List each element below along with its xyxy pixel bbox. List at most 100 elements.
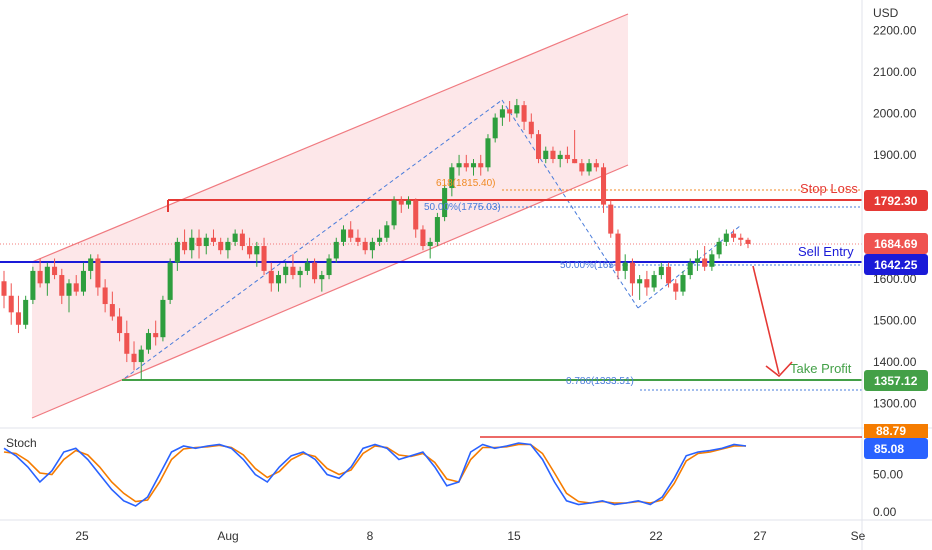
candle-body bbox=[622, 262, 628, 271]
stoch-k-line bbox=[3, 442, 747, 507]
candle-body bbox=[182, 241, 188, 251]
candle-body bbox=[644, 279, 650, 288]
stoch-badge bbox=[864, 438, 928, 459]
candle-body bbox=[268, 270, 274, 284]
candle-body bbox=[593, 163, 599, 168]
candle-body bbox=[391, 200, 397, 226]
price-tick-label: 2200.00 bbox=[873, 24, 917, 38]
candle-body bbox=[247, 246, 253, 255]
candle-body bbox=[44, 266, 50, 284]
fib-500-label: 50.00%(1775.03) bbox=[424, 202, 501, 213]
candle-body bbox=[731, 233, 737, 238]
candle-body bbox=[297, 270, 303, 276]
fib-786-label: 0.786(1333.51) bbox=[566, 376, 634, 387]
candle-body bbox=[145, 333, 151, 350]
candle-body bbox=[687, 262, 693, 276]
candle-body bbox=[535, 134, 542, 160]
candle-body bbox=[514, 105, 520, 114]
candle-body bbox=[702, 258, 708, 267]
candle-body bbox=[283, 266, 289, 276]
candle-body bbox=[666, 266, 672, 284]
candle-body bbox=[153, 333, 159, 338]
stop-loss-badge bbox=[864, 190, 928, 211]
candle-body bbox=[572, 159, 578, 164]
stop-loss-label: Stop Loss bbox=[800, 181, 858, 196]
candle-body bbox=[680, 275, 686, 292]
candle-body bbox=[723, 233, 729, 242]
candle-body bbox=[601, 167, 607, 205]
candle-body bbox=[492, 117, 498, 139]
time-tick-label: 8 bbox=[367, 529, 374, 543]
candle-body bbox=[319, 275, 325, 280]
candle-body bbox=[398, 200, 404, 205]
candle-body bbox=[485, 138, 491, 168]
candle-body bbox=[449, 167, 455, 189]
time-tick-label: Se bbox=[851, 529, 866, 543]
candle-body bbox=[261, 246, 267, 271]
price-tick-label: 1300.00 bbox=[873, 396, 917, 410]
fib-500b-label: 50.00%(165 bbox=[560, 260, 614, 271]
candle-body bbox=[738, 237, 744, 240]
candle-body bbox=[218, 241, 224, 251]
candle-body bbox=[658, 266, 664, 276]
candle-body bbox=[326, 258, 332, 276]
price-tick-label: 1500.00 bbox=[873, 314, 917, 328]
candle-body bbox=[557, 154, 563, 160]
price-tick-label: 2000.00 bbox=[873, 106, 917, 120]
price-tick-label: 2100.00 bbox=[873, 65, 917, 79]
candle-body bbox=[694, 258, 700, 263]
candle-body bbox=[232, 233, 238, 242]
candle-body bbox=[369, 241, 375, 251]
candle-body bbox=[413, 200, 419, 230]
candle-body bbox=[196, 237, 202, 247]
candle-body bbox=[579, 163, 585, 172]
candle-body bbox=[174, 241, 180, 263]
time-axis[interactable]: 25 Aug 8 15 22 27 Se bbox=[75, 529, 865, 543]
candles-group bbox=[1, 98, 751, 380]
candle-body bbox=[312, 262, 318, 280]
candle-body bbox=[478, 163, 484, 168]
candle-body bbox=[528, 121, 534, 135]
candle-body bbox=[333, 241, 339, 259]
candle-body bbox=[189, 237, 195, 251]
candle-body bbox=[405, 200, 412, 205]
time-tick-label: Aug bbox=[217, 529, 238, 543]
stoch-d-line bbox=[3, 443, 746, 504]
time-tick-label: 22 bbox=[649, 529, 663, 543]
stoch-badge-value: 85.08 bbox=[874, 442, 904, 456]
candle-body bbox=[275, 275, 282, 284]
candle-body bbox=[434, 217, 440, 242]
price-tick-label: 1600.00 bbox=[873, 272, 917, 286]
currency-label: USD bbox=[873, 6, 899, 20]
sell-entry-label: Sell Entry bbox=[798, 244, 854, 259]
candle-body bbox=[210, 237, 217, 242]
candle-body bbox=[608, 204, 614, 234]
candle-body bbox=[73, 283, 79, 292]
candle-body bbox=[95, 258, 101, 288]
stoch-badge-top bbox=[864, 424, 928, 438]
stop-loss-badge-value: 1792.30 bbox=[874, 194, 918, 208]
price-axis[interactable]: 2200.002100.002000.001900.001800.001700.… bbox=[873, 24, 917, 411]
candle-body bbox=[456, 163, 462, 168]
candle-body bbox=[384, 225, 390, 238]
candle-body bbox=[348, 229, 354, 238]
candle-body bbox=[586, 163, 592, 172]
candle-body bbox=[225, 241, 231, 251]
candle-body bbox=[651, 275, 657, 288]
candle-body bbox=[709, 254, 715, 267]
candle-body bbox=[507, 109, 513, 114]
candle-body bbox=[377, 237, 383, 242]
candle-body bbox=[23, 299, 29, 325]
candle-body bbox=[66, 283, 72, 296]
candle-body bbox=[80, 270, 86, 292]
ascending-channel[interactable] bbox=[32, 14, 628, 418]
candle-body bbox=[543, 150, 549, 160]
candle-body bbox=[8, 295, 14, 313]
candle-body bbox=[615, 233, 621, 271]
candle-body bbox=[355, 237, 361, 242]
candle-body bbox=[463, 163, 469, 168]
projection-arrow-line bbox=[752, 265, 780, 375]
time-tick-label: 27 bbox=[753, 529, 767, 543]
stoch-title: Stoch bbox=[6, 436, 37, 450]
